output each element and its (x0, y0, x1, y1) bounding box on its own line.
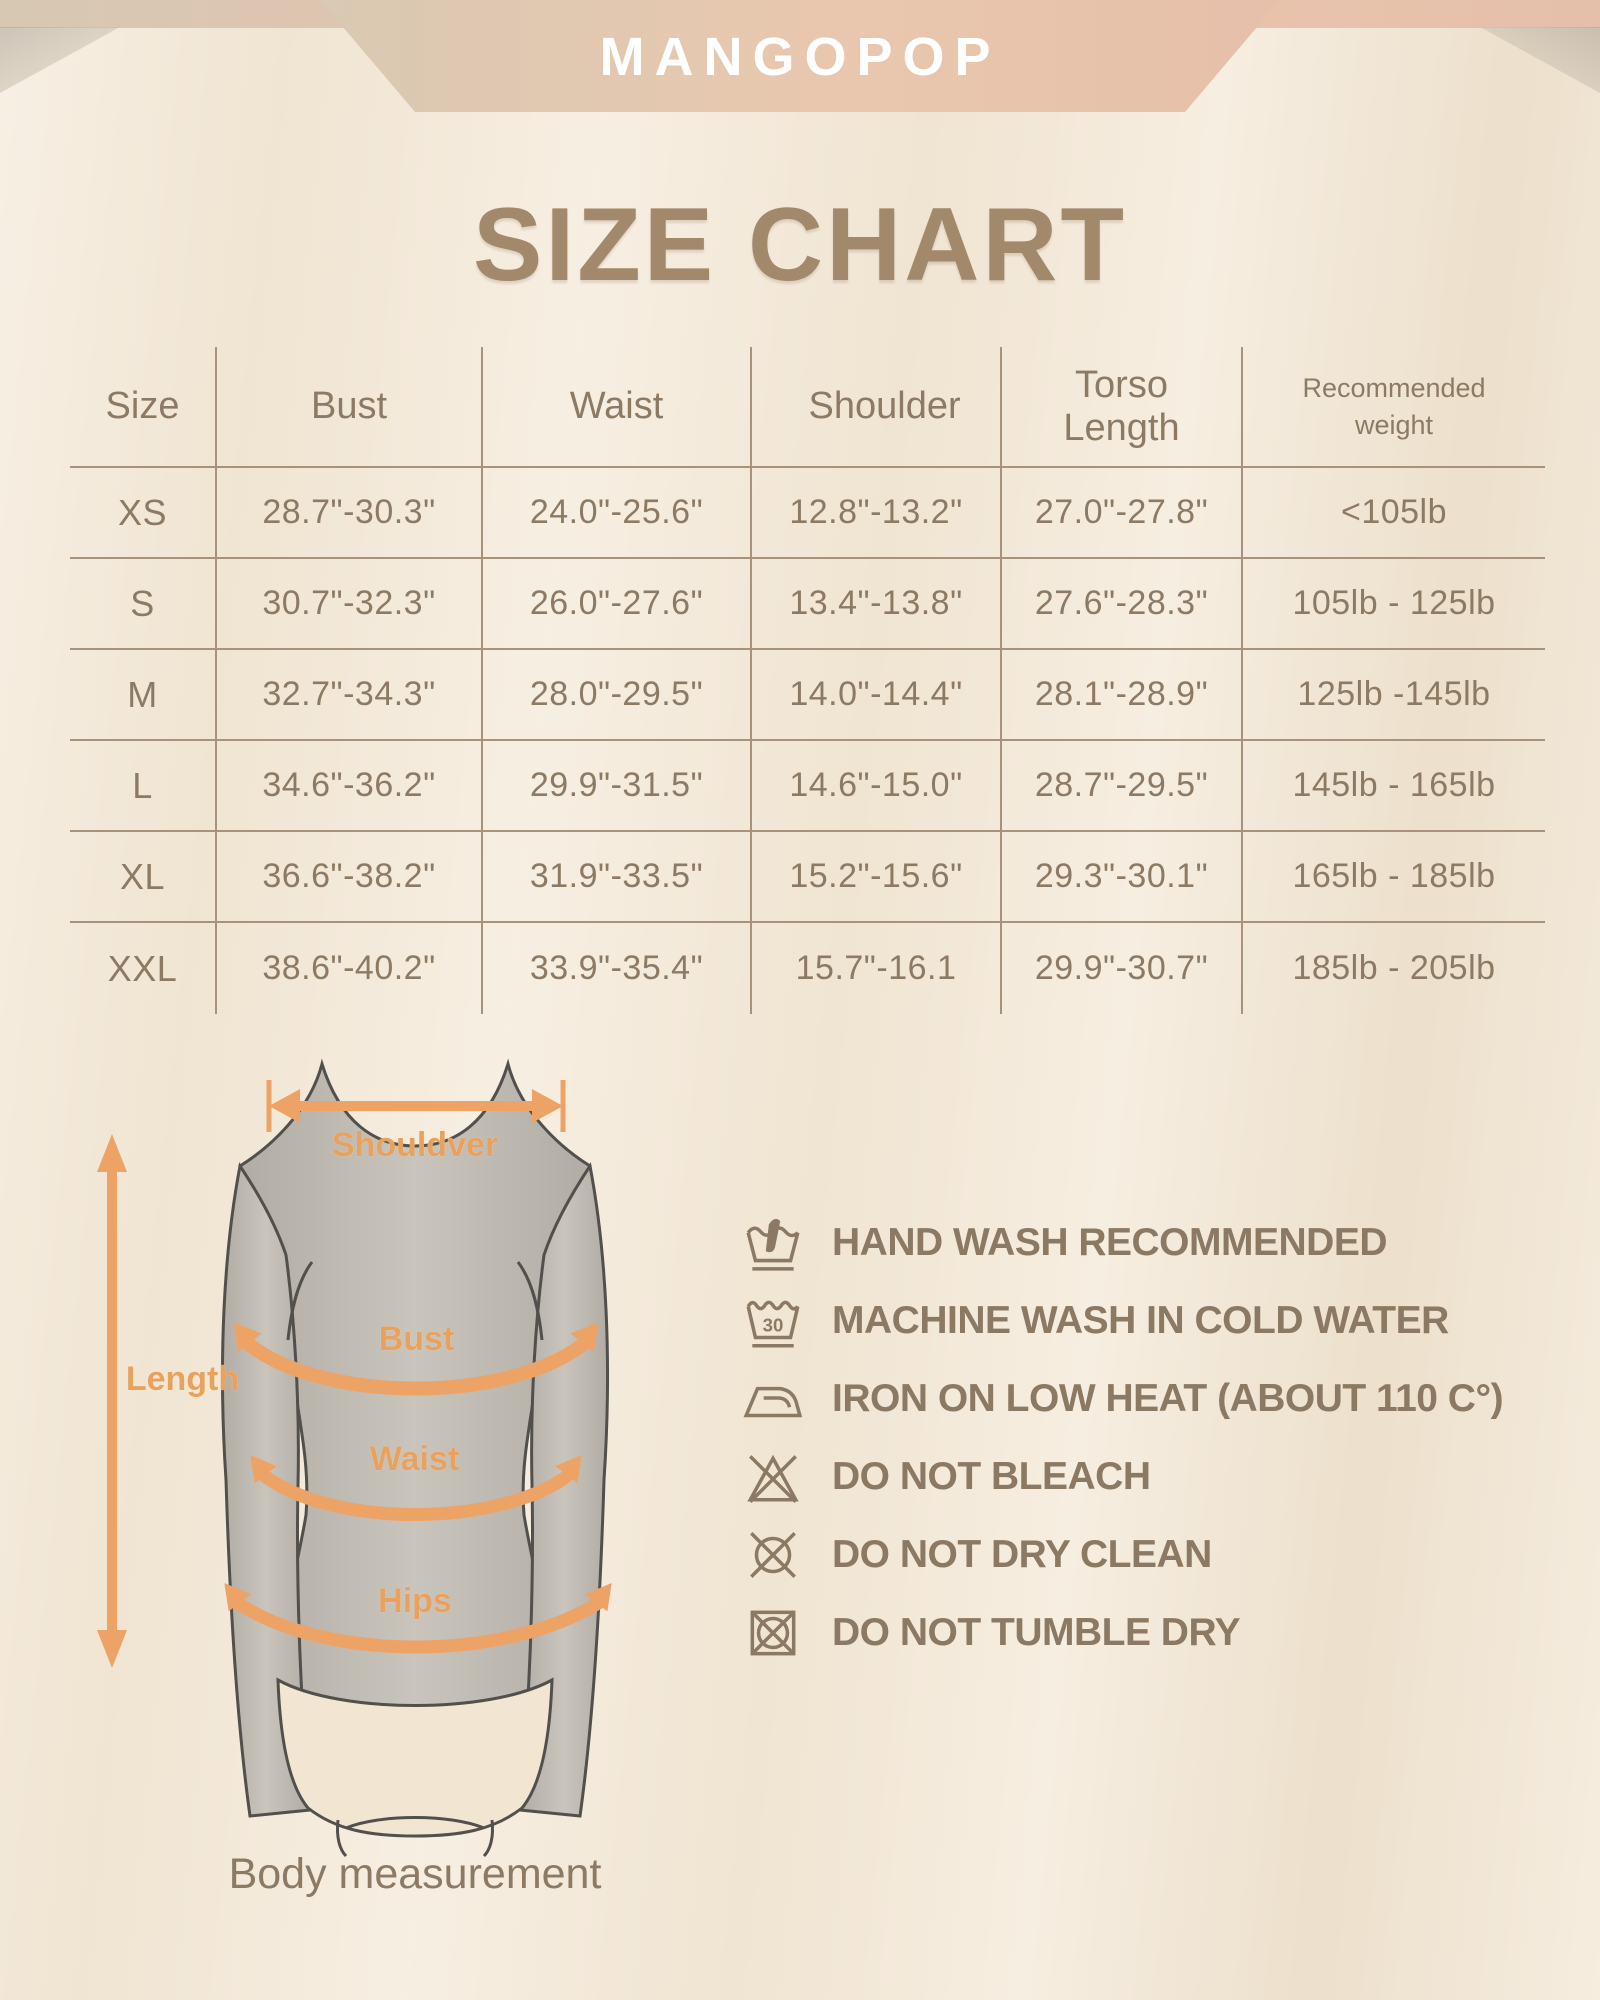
table-cell: 32.7"-34.3" (217, 650, 483, 741)
table-cell: 29.3"-30.1" (1002, 832, 1243, 923)
table-cell: 14.0"-14.4" (752, 650, 1002, 741)
care-item: DO NOT TUMBLE DRY (742, 1594, 1572, 1672)
care-label: MACHINE WASH IN COLD WATER (832, 1299, 1449, 1342)
briefs (276, 1677, 554, 1838)
care-label: HAND WASH RECOMMENDED (832, 1221, 1388, 1264)
table-cell: 24.0"-25.6" (483, 468, 752, 559)
table-cell: 26.0"-27.6" (483, 559, 752, 650)
table-cell: L (70, 741, 217, 832)
table-cell: 13.4"-13.8" (752, 559, 1002, 650)
table-cell: XL (70, 832, 217, 923)
table-cell: XS (70, 468, 217, 559)
do-not-bleach-icon (742, 1446, 804, 1508)
table-cell: 30.7"-32.3" (217, 559, 483, 650)
do-not-dry-clean-icon (742, 1524, 804, 1586)
care-label: DO NOT BLEACH (832, 1455, 1151, 1498)
svg-text:30: 30 (763, 1314, 784, 1335)
table-cell: 145lb - 165lb (1243, 741, 1545, 832)
do-not-tumble-dry-icon (742, 1602, 804, 1664)
diagram-caption: Body measurement (228, 1850, 602, 1898)
header-cell-bust: Bust (217, 347, 483, 468)
bust-measure-band (233, 1322, 599, 1396)
table-cell: 34.6"-36.2" (217, 741, 483, 832)
care-item: DO NOT BLEACH (742, 1438, 1572, 1516)
waist-measure-label: Waist (369, 1440, 460, 1478)
table-cell: 14.6"-15.0" (752, 741, 1002, 832)
table-cell: 29.9"-30.7" (1002, 923, 1243, 1014)
body-figure-illustration (97, 1058, 612, 1858)
hips-measure-band (224, 1583, 612, 1654)
care-item: HAND WASH RECOMMENDED (742, 1204, 1572, 1282)
table-cell: 27.0"-27.8" (1002, 468, 1243, 559)
bust-measure-label: Bust (378, 1320, 455, 1358)
size-table: Size Bust Waist Shoulder Torso Length Re… (70, 347, 1545, 1014)
table-cell: 28.7"-30.3" (217, 468, 483, 559)
waist-measure-band (250, 1455, 582, 1521)
table-cell: 28.7"-29.5" (1002, 741, 1243, 832)
table-cell: 29.9"-31.5" (483, 741, 752, 832)
shoulder-arrow (266, 1080, 566, 1132)
table-cell: <105lb (1243, 468, 1545, 559)
hips-measure-label: Hips (378, 1582, 452, 1620)
care-label: DO NOT DRY CLEAN (832, 1533, 1212, 1576)
care-item: DO NOT DRY CLEAN (742, 1516, 1572, 1594)
table-cell: S (70, 559, 217, 650)
machine-wash-30-icon: 30 (742, 1290, 804, 1352)
table-cell: 31.9"-33.5" (483, 832, 752, 923)
care-label: IRON ON LOW HEAT (ABOUT 110 C°) (832, 1377, 1504, 1420)
table-cell: 15.7"-16.1 (752, 923, 1002, 1014)
care-item: 30 MACHINE WASH IN COLD WATER (742, 1282, 1572, 1360)
header-cell-waist: Waist (483, 347, 752, 468)
header-cell-shoulder: Shoulder (752, 347, 1002, 468)
table-cell: 27.6"-28.3" (1002, 559, 1243, 650)
table-cell: 125lb -145lb (1243, 650, 1545, 741)
length-arrow (97, 1134, 127, 1668)
hand-wash-icon (742, 1212, 804, 1274)
table-cell: 28.0"-29.5" (483, 650, 752, 741)
table-cell: 12.8"-13.2" (752, 468, 1002, 559)
length-measure-label: Length (125, 1360, 240, 1398)
table-cell: 185lb - 205lb (1292, 949, 1496, 987)
table-cell: 165lb - 185lb (1243, 832, 1545, 923)
care-label: DO NOT TUMBLE DRY (832, 1611, 1241, 1654)
header-cell-recommended-weight: Recommended weight (1243, 347, 1545, 468)
table-cell: 105lb - 125lb (1243, 559, 1545, 650)
table-cell: 15.2"-15.6" (752, 832, 1002, 923)
shoulder-measure-label: Shouldver (331, 1126, 499, 1164)
table-cell: M (70, 650, 217, 741)
brand-logo: MANGOPOP (599, 27, 1001, 87)
table-cell: 36.6"-38.2" (217, 832, 483, 923)
header-cell-torso-length: Torso Length (1002, 347, 1243, 468)
care-instructions: HAND WASH RECOMMENDED 30 MACHINE WASH IN… (742, 1204, 1572, 1672)
table-cell: XXL (70, 923, 217, 1014)
iron-low-heat-icon (742, 1368, 804, 1430)
header-cell-size: Size (70, 347, 217, 468)
table-cell: 28.1"-28.9" (1002, 650, 1243, 741)
brand-banner (320, 0, 1280, 112)
page-title: SIZE CHART (473, 187, 1127, 303)
table-cell: 33.9"-35.4" (483, 923, 752, 1014)
table-cell: 38.6"-40.2" (217, 923, 483, 1014)
care-item: IRON ON LOW HEAT (ABOUT 110 C°) (742, 1360, 1572, 1438)
